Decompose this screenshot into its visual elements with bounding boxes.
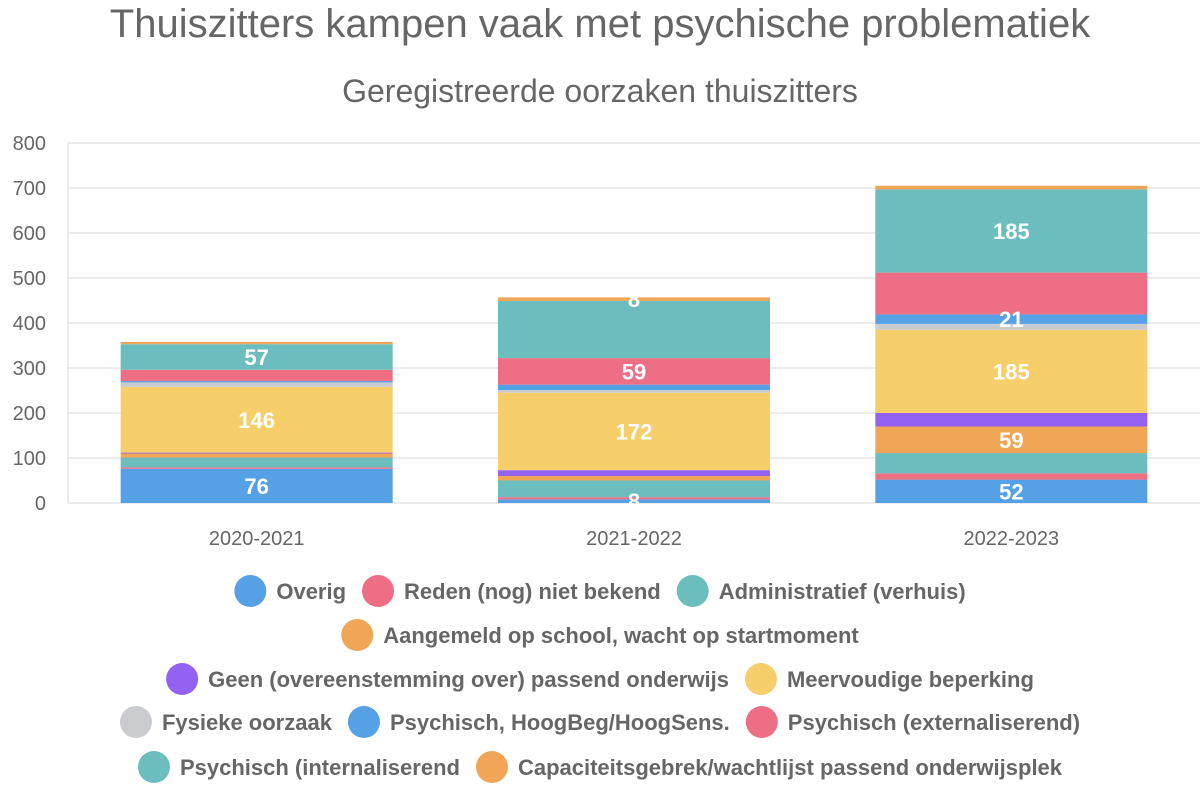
bar-segment-psychisch-externaliserend-2021-2022[interactable] [498,497,770,500]
legend-item-aangemeld-op-school-wacht-op-startmoment[interactable]: Aangemeld op school, wacht op startmomen… [341,619,859,651]
legend-label: Psychisch (externaliserend) [788,710,1080,735]
legend-swatch [362,575,395,607]
bar-segment-aangemeld-op-school-wacht-op-startmoment-2022-2023[interactable] [875,185,1148,190]
legend-label: Fysieke oorzaak [162,710,333,735]
bar-segment-geen-overeenstemming-over-passend-onderwijs-2020-2021[interactable] [120,452,393,454]
legend-item-geen-overeenstemming-over-passend-onderwijs[interactable]: Geen (overeenstemming over) passend onde… [166,663,729,695]
legend-label: Psychisch (internaliserend [180,755,460,780]
legend-label: Psychisch, HoogBeg/HoogSens. [390,710,730,735]
bar-segment-psychisch-internaliserend-2020-2021[interactable] [120,457,393,468]
bar-segment-meervoudige-beperking-2021-2022[interactable] [498,392,770,471]
data-label: 76 [244,474,268,499]
bar-segment-psychisch-internaliserend-2022-2023[interactable] [875,453,1148,474]
y-tick-label: 400 [13,313,46,335]
bar-segment-fysieke-oorzaak-2020-2021[interactable] [120,382,393,387]
bar-segment-reden-nog-niet-bekend-2020-2021[interactable] [120,369,393,382]
bar-segment-psychisch-externaliserend-2020-2021[interactable] [120,467,393,469]
y-tick-label: 700 [13,178,46,200]
legend[interactable]: Overig Reden (nog) niet bekend Administrat… [119,575,1080,783]
data-label: 57 [244,345,268,370]
x-tick-label: 2022-2023 [964,528,1060,550]
bar-segment-administratief-verhuis-2022-2023[interactable] [875,189,1148,273]
bar-segment-psychisch-internaliserend-2021-2022[interactable] [498,480,770,498]
y-tick-label: 300 [13,358,46,380]
data-label: 172 [616,419,653,444]
bar-segment-overig-2021-2022[interactable] [498,499,770,503]
y-tick-label: 0 [35,493,46,515]
legend-swatch [234,575,267,607]
y-tick-label: 100 [13,448,46,470]
bar-segment-fysieke-oorzaak-2021-2022[interactable] [498,390,770,393]
legend-item-psychisch-hoogbeg-hoogsens[interactable]: Psychisch, HoogBeg/HoogSens. [347,706,730,738]
data-label: 185 [993,219,1030,244]
bar-segment-meervoudige-beperking-2022-2023[interactable] [875,329,1148,413]
bar-segment-geen-overeenstemming-over-passend-onderwijs-2021-2022[interactable] [498,470,770,476]
y-tick-label: 800 [13,133,46,155]
legend-swatch [676,575,709,607]
legend-label: Meervoudige beperking [787,667,1034,692]
bar-segment-psychisch-hoogbeg-hoogsens-2020-2021[interactable] [120,381,393,383]
bar-segment-aangemeld-op-school-wacht-op-startmoment-2021-2022[interactable] [498,297,770,301]
bar-segment-fysieke-oorzaak-2022-2023[interactable] [875,323,1148,330]
legend-label: Geen (overeenstemming over) passend onde… [208,667,729,692]
x-tick-label: 2021-2022 [586,528,682,550]
legend-label: Capaciteitsgebrek/wachtlijst passend ond… [518,755,1063,780]
y-tick-label: 500 [13,268,46,290]
bar-segment-psychisch-hoogbeg-hoogsens-2021-2022[interactable] [498,384,770,391]
legend-label: Administratief (verhuis) [719,579,966,604]
bar-segment-reden-nog-niet-bekend-2022-2023[interactable] [875,272,1148,315]
y-tick-label: 600 [13,223,46,245]
legend-label: Aangemeld op school, wacht op startmomen… [383,623,859,648]
legend-item-administratief-verhuis[interactable]: Administratief (verhuis) [676,575,966,607]
legend-item-reden-nog-niet-bekend[interactable]: Reden (nog) niet bekend [362,575,661,607]
legend-item-psychisch-internaliserend[interactable]: Psychisch (internaliserend [137,751,460,783]
legend-swatch [745,706,778,738]
bar-segment-psychisch-externaliserend-2022-2023[interactable] [875,473,1148,480]
data-label: 185 [993,359,1030,384]
bar-segment-capaciteitsgebrek-wachtlijst-passend-onderwijsplek-2022-2023[interactable] [875,426,1148,454]
legend-label: Reden (nog) niet bekend [404,579,661,604]
bar-segment-overig-2022-2023[interactable] [875,479,1148,503]
y-tick-label: 200 [13,403,46,425]
bar-segment-psychisch-hoogbeg-hoogsens-2022-2023[interactable] [875,314,1148,324]
data-labels-layer: 76 146 57 8 172 59 8 52 59 185 21 185 [238,219,1029,514]
data-label: 8 [628,489,640,514]
legend-swatch [341,619,374,651]
legend-swatch [119,706,152,738]
legend-item-overig[interactable]: Overig [234,575,346,607]
data-label: 146 [238,408,275,433]
legend-swatch [744,663,777,695]
bar-segment-capaciteitsgebrek-wachtlijst-passend-onderwijsplek-2021-2022[interactable] [498,476,770,481]
bar-segment-geen-overeenstemming-over-passend-onderwijs-2022-2023[interactable] [875,413,1148,427]
legend-item-capaciteitsgebrek-wachtlijst-passend-onderwijsplek[interactable]: Capaciteitsgebrek/wachtlijst passend ond… [475,751,1063,783]
data-label: 21 [999,307,1023,332]
bars-layer [120,185,1148,503]
bar-segment-overig-2020-2021[interactable] [120,468,393,503]
legend-item-fysieke-oorzaak[interactable]: Fysieke oorzaak [119,706,333,738]
bar-segment-administratief-verhuis-2020-2021[interactable] [120,344,393,370]
legend-swatch [137,751,170,783]
legend-item-psychisch-externaliserend[interactable]: Psychisch (externaliserend) [745,706,1080,738]
legend-item-meervoudige-beperking[interactable]: Meervoudige beperking [744,663,1034,695]
data-label: 59 [622,359,646,384]
legend-swatch [475,751,508,783]
x-axis: 2020-2021 2021-2022 2022-2023 [209,528,1059,550]
legend-swatch [347,706,380,738]
data-label: 8 [628,287,640,312]
legend-swatch [166,663,199,695]
bar-segment-meervoudige-beperking-2020-2021[interactable] [120,386,393,453]
x-tick-label: 2020-2021 [209,528,305,550]
bar-segment-administratief-verhuis-2021-2022[interactable] [498,300,770,359]
data-label: 59 [999,428,1023,453]
legend-label: Overig [276,579,346,604]
bar-segment-capaciteitsgebrek-wachtlijst-passend-onderwijsplek-2020-2021[interactable] [120,453,393,458]
data-label: 52 [999,479,1023,504]
chart-subtitle: Geregistreerde oorzaken thuiszitters [342,73,858,109]
chart-title: Thuiszitters kampen vaak met psychische … [110,2,1091,46]
bar-segment-reden-nog-niet-bekend-2021-2022[interactable] [498,358,770,385]
bar-segment-aangemeld-op-school-wacht-op-startmoment-2020-2021[interactable] [120,341,393,345]
